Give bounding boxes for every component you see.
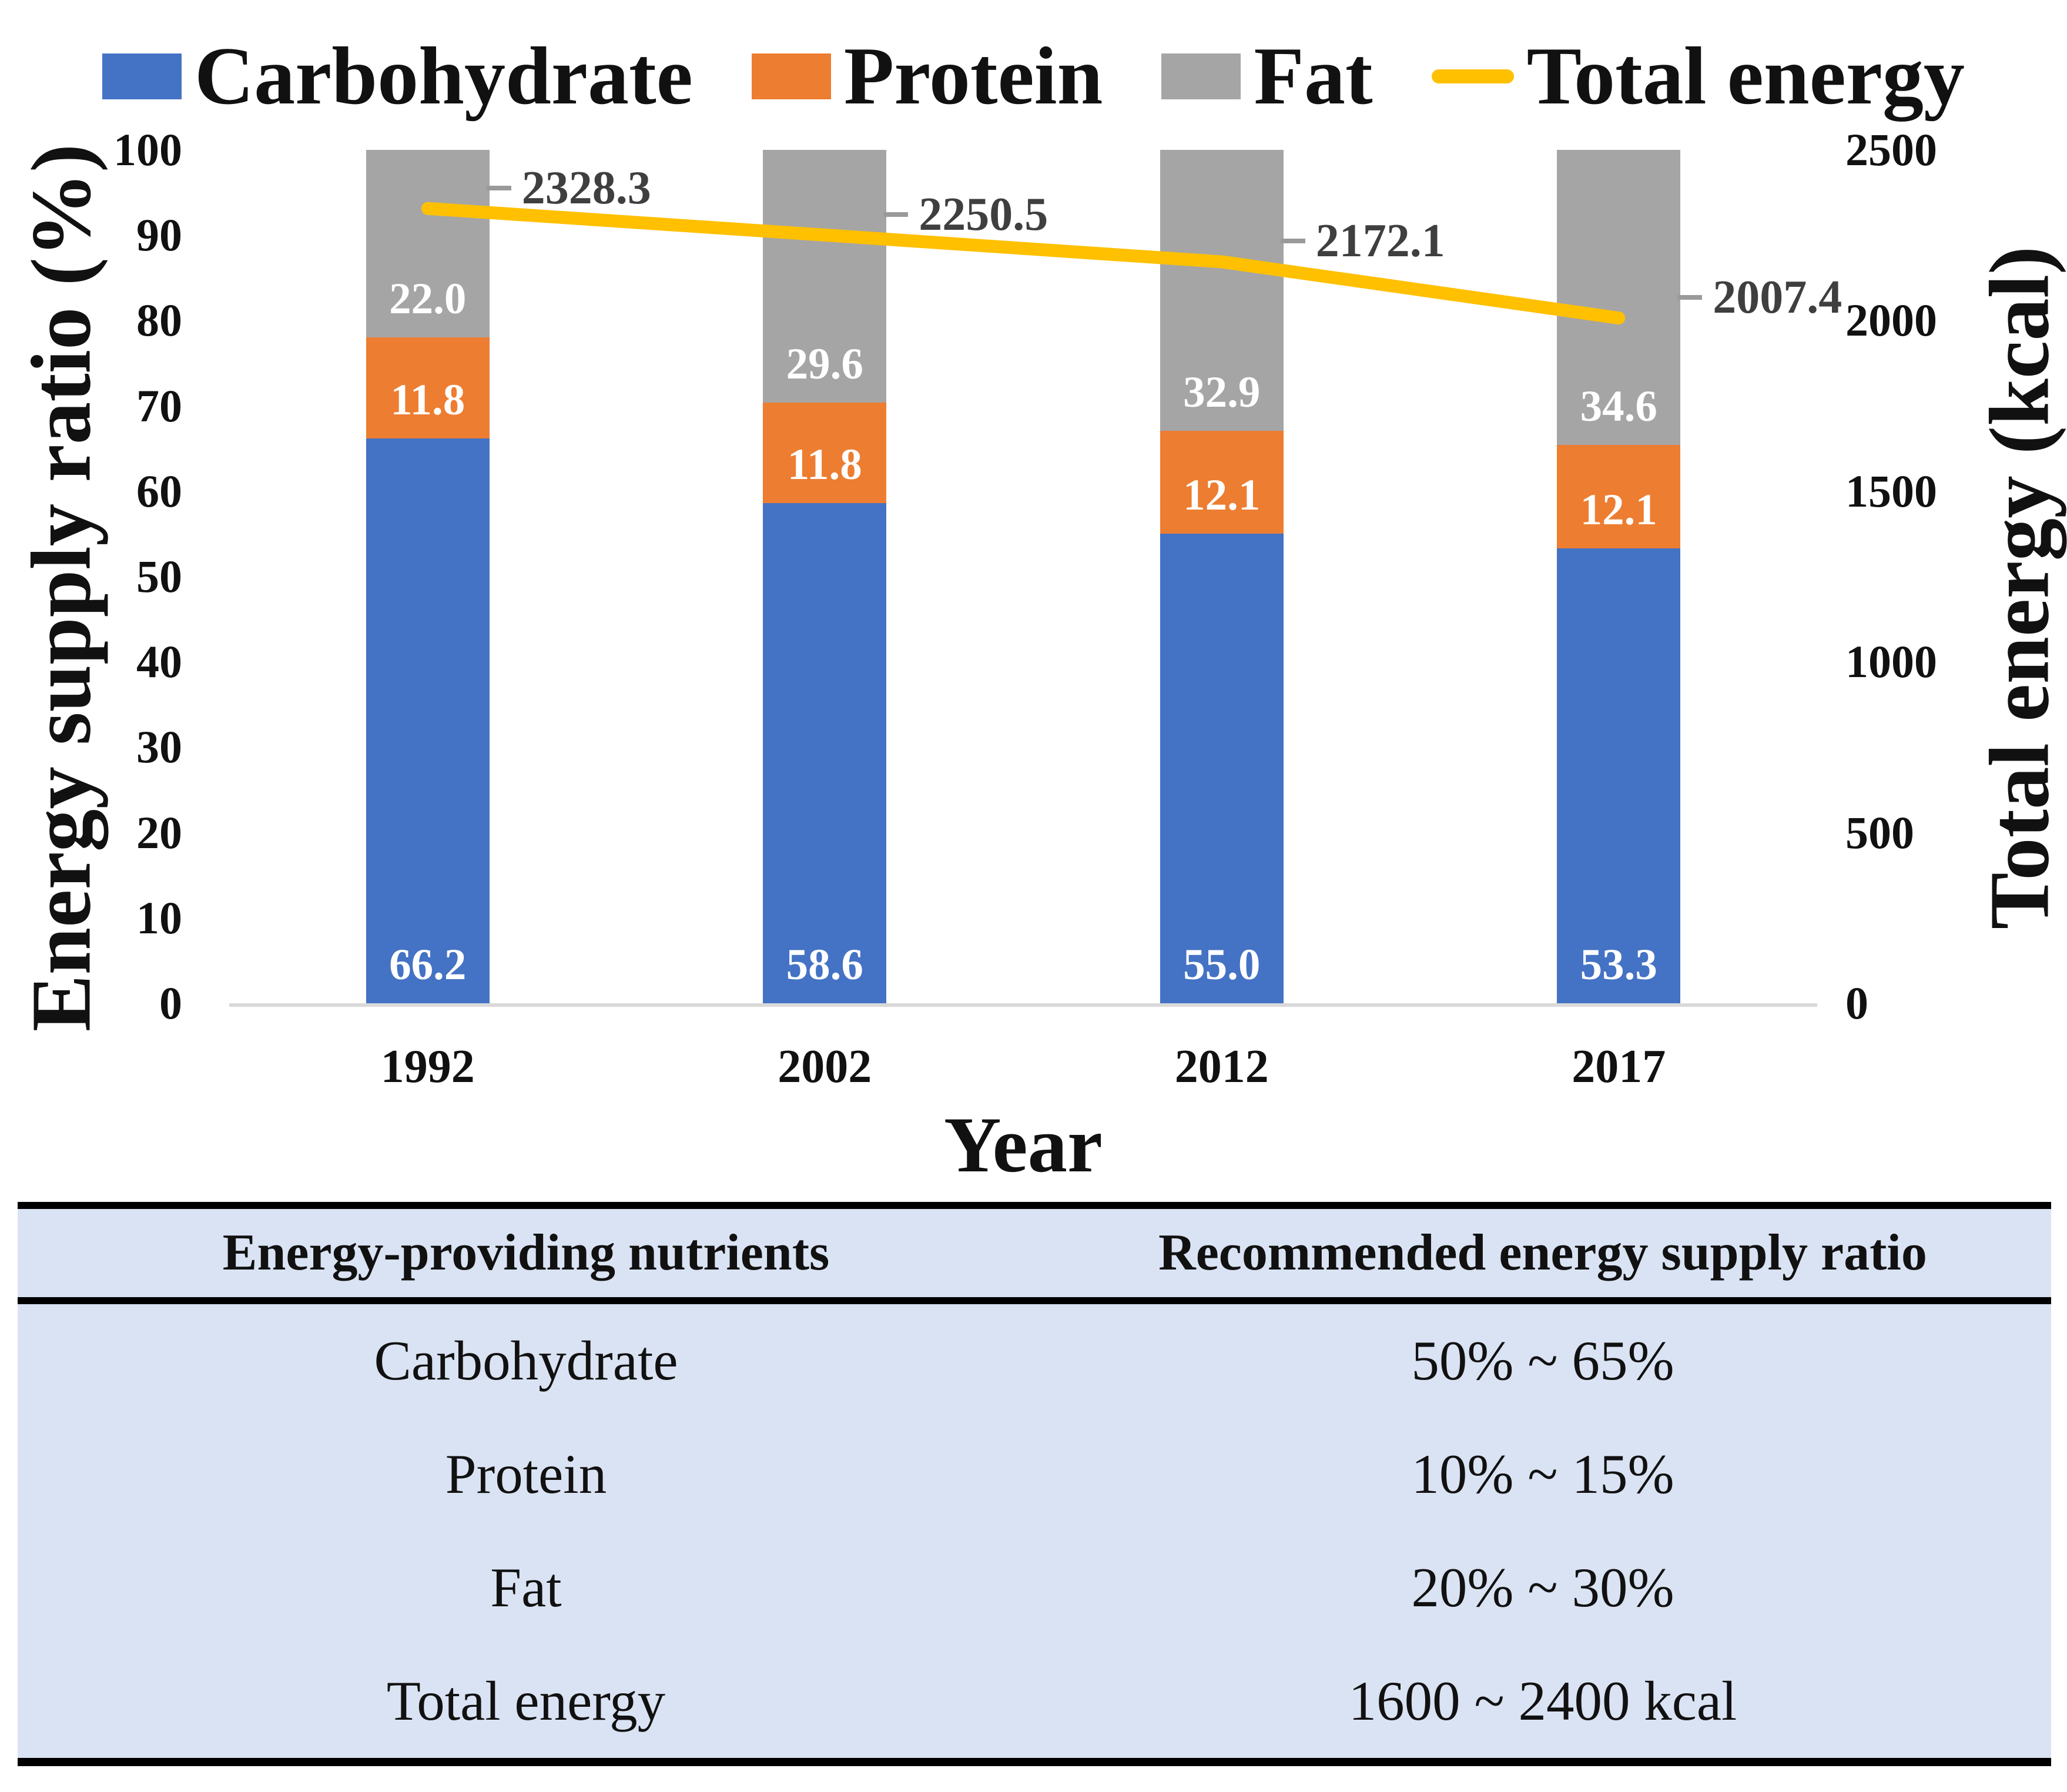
bar-segment-carbohydrate: 55.0 <box>1160 534 1284 1003</box>
table-row-carbohydrate: Carbohydrate 50% ~ 65% <box>18 1304 2051 1418</box>
legend-item-carbohydrate: Carbohydrate <box>102 35 693 118</box>
bar-segment-protein: 12.1 <box>1160 430 1284 534</box>
leader-dash <box>1280 239 1305 244</box>
legend-carbohydrate-swatch-icon <box>102 53 182 99</box>
y-tick-label: 2000 <box>1845 294 1937 346</box>
bar-segment-carbohydrate: 53.3 <box>1557 548 1681 1003</box>
line-data-label-value: 2172.1 <box>1315 215 1445 267</box>
left-axis-ticks: 0 10 20 30 40 50 60 70 80 90 100 <box>0 127 197 1026</box>
table-cell-ratio: 10% ~ 15% <box>1411 1443 1674 1506</box>
x-tick-label: 1992 <box>380 1041 475 1093</box>
table-cell-nutrient: Total energy <box>386 1670 666 1733</box>
legend-label: Protein <box>843 31 1103 122</box>
legend-item-fat: Fat <box>1161 31 1373 122</box>
bar-segment-fat: 32.9 <box>1160 150 1284 431</box>
legend-fat-swatch-icon <box>1161 53 1241 99</box>
y-tick-label: 10 <box>136 892 182 943</box>
leader-dash <box>486 185 511 190</box>
bar-segment-label: 55.0 <box>1183 940 1261 989</box>
table-cell-nutrient: Fat <box>490 1556 562 1619</box>
table-cell-nutrient: Protein <box>445 1443 607 1506</box>
table-row-fat: Fat 20% ~ 30% <box>18 1531 2051 1644</box>
stacked-bar-2017: 53.3 12.1 34.6 <box>1557 150 1681 1003</box>
bar-segment-protein: 11.8 <box>366 337 490 438</box>
line-data-label-value: 2250.5 <box>919 188 1048 240</box>
line-data-label-value: 2007.4 <box>1713 272 1842 324</box>
bar-segment-label: 11.8 <box>787 440 862 490</box>
legend-total-energy-swatch-icon <box>1431 69 1514 83</box>
bar-segment-fat: 29.6 <box>763 150 887 403</box>
recommended-intake-table: Energy-providing nutrients Recommended e… <box>18 1202 2051 1766</box>
leader-dash <box>1677 295 1703 300</box>
legend-item-total-energy: Total energy <box>1431 31 1965 122</box>
bar-segment-protein: 12.1 <box>1557 445 1681 549</box>
bar-segment-label: 66.2 <box>389 940 467 989</box>
y-tick-label: 1000 <box>1845 636 1937 688</box>
y-tick-label: 40 <box>136 636 182 688</box>
stacked-bar-2002: 58.6 11.8 29.6 <box>763 150 887 1003</box>
x-tick-label: 2017 <box>1572 1041 1666 1093</box>
line-data-label: 2328.3 <box>486 162 651 214</box>
x-axis-title: Year <box>944 1101 1103 1189</box>
bar-segment-label: 32.9 <box>1183 367 1261 417</box>
y-tick-label: 50 <box>136 551 182 602</box>
y-tick-label: 20 <box>136 806 182 858</box>
bar-segment-carbohydrate: 66.2 <box>366 438 490 1003</box>
bar-segment-label: 12.1 <box>1580 485 1657 535</box>
line-data-label: 2007.4 <box>1677 274 1842 321</box>
y-tick-label: 0 <box>159 977 182 1029</box>
x-axis-labels: 1992 2002 2012 2017 <box>0 1043 2067 1102</box>
table-row-protein: Protein 10% ~ 15% <box>18 1418 2051 1531</box>
plot-area: 66.2 11.8 22.0 58.6 11.8 29.6 55.0 12.1 32.9 53.3… <box>229 150 1842 1007</box>
legend-label: Fat <box>1254 31 1373 122</box>
total-energy-line <box>421 202 1626 325</box>
leader-dash <box>883 212 909 217</box>
table-cell-nutrient: Carbohydrate <box>374 1329 678 1392</box>
x-tick-label: 2002 <box>778 1041 872 1093</box>
stacked-bar-2012: 55.0 12.1 32.9 <box>1160 150 1284 1003</box>
bar-segment-label: 22.0 <box>389 274 467 324</box>
bar-segment-label: 11.8 <box>390 375 465 424</box>
legend-protein-swatch-icon <box>751 53 831 99</box>
y-tick-label: 80 <box>136 294 182 346</box>
table-cell-ratio: 1600 ~ 2400 kcal <box>1348 1670 1737 1733</box>
stacked-bar-1992: 66.2 11.8 22.0 <box>366 150 490 1003</box>
bar-segment-fat: 34.6 <box>1557 150 1681 446</box>
y-tick-label: 70 <box>136 380 182 431</box>
bar-segment-label: 34.6 <box>1580 382 1657 431</box>
y-tick-label: 90 <box>136 209 182 261</box>
bar-segment-protein: 11.8 <box>763 402 887 504</box>
table-header-ratio: Recommended energy supply ratio <box>1158 1224 1927 1281</box>
table-header-nutrients: Energy-providing nutrients <box>222 1224 830 1281</box>
x-tick-label: 2012 <box>1174 1041 1269 1093</box>
legend-item-protein: Protein <box>751 31 1103 122</box>
y-tick-label: 0 <box>1845 977 1868 1029</box>
y-tick-label: 30 <box>136 721 182 773</box>
bar-segment-fat: 22.0 <box>366 150 490 338</box>
table-cell-ratio: 20% ~ 30% <box>1411 1556 1674 1619</box>
y-tick-label: 2500 <box>1845 124 1937 175</box>
line-data-label: 2172.1 <box>1280 215 1445 267</box>
y-tick-label: 500 <box>1845 806 1914 858</box>
legend-label: Total energy <box>1526 31 1965 122</box>
right-axis-ticks: 0 500 1000 1500 2000 2500 <box>1845 127 2045 1026</box>
y-tick-label: 100 <box>113 124 182 175</box>
table-cell-ratio: 50% ~ 65% <box>1411 1329 1674 1392</box>
bar-segment-label: 58.6 <box>786 940 863 989</box>
chart-legend: Carbohydrate Protein Fat Total energy <box>0 32 2067 120</box>
y-tick-label: 60 <box>136 465 182 517</box>
table-body: Carbohydrate 50% ~ 65% Protein 10% ~ 15%… <box>18 1304 2051 1758</box>
bar-segment-label: 12.1 <box>1183 471 1261 520</box>
legend-label: Carbohydrate <box>195 31 693 122</box>
bar-segment-label: 53.3 <box>1580 940 1657 989</box>
y-tick-label: 1500 <box>1845 465 1937 517</box>
bar-segment-carbohydrate: 58.6 <box>763 503 887 1003</box>
line-data-label-value: 2328.3 <box>521 162 651 214</box>
table-header-row: Energy-providing nutrients Recommended e… <box>18 1209 2051 1304</box>
table-row-total-energy: Total energy 1600 ~ 2400 kcal <box>18 1644 2051 1758</box>
bar-segment-label: 29.6 <box>786 339 863 388</box>
line-data-label: 2250.5 <box>883 191 1048 238</box>
